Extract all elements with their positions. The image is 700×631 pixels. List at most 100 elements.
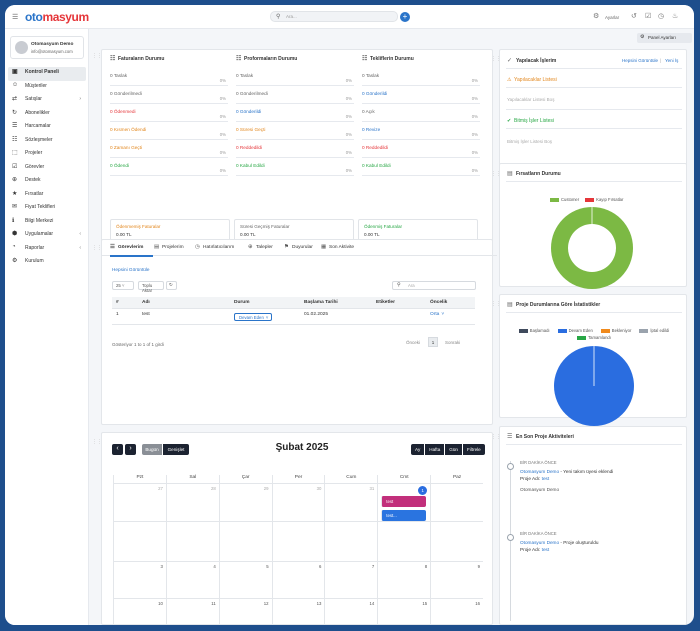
- page-size-select[interactable]: 25 ˅: [112, 281, 134, 290]
- calendar-day[interactable]: 8: [377, 562, 430, 598]
- calendar-today-button[interactable]: Bugün: [142, 444, 162, 455]
- calendar-day[interactable]: 15: [377, 599, 430, 624]
- table-row[interactable]: 1 test Devam Eden ˅ 01.02.2025 Orta ˅: [112, 309, 475, 325]
- calendar-view-button[interactable]: Ay: [411, 444, 425, 455]
- calendar-day[interactable]: 12: [218, 599, 272, 624]
- sidebar-item[interactable]: ★ Fırsatlar: [8, 189, 86, 203]
- legend-item[interactable]: Devam Eden: [557, 327, 593, 334]
- legend-item[interactable]: Tamamlandı: [577, 334, 611, 341]
- finance-status-row[interactable]: 0 Kabul Edildi 0%: [236, 158, 354, 176]
- activity-user-link[interactable]: Otomasyum Demo: [520, 540, 560, 545]
- calendar-day[interactable]: 3: [113, 562, 166, 598]
- drag-handle-icon[interactable]: ⋮⋮: [92, 245, 102, 251]
- legend-item[interactable]: İptal edildi: [639, 327, 669, 334]
- tab[interactable]: ◷ Hatırlatıcılarım: [195, 244, 234, 250]
- sidebar-item[interactable]: ☷ Sözleşmeler: [8, 135, 86, 149]
- sidebar-item[interactable]: ⬚ Projeler: [8, 148, 86, 162]
- finance-status-row[interactable]: 0 Revize 0%: [362, 122, 480, 140]
- finance-status-row[interactable]: 0 Süresi Geçti 0%: [236, 122, 354, 140]
- settings-label[interactable]: Ayarlar: [605, 15, 620, 20]
- drag-handle-icon[interactable]: ⋮⋮: [491, 301, 501, 307]
- quick-add-button[interactable]: +: [400, 12, 410, 22]
- calendar-day[interactable]: [324, 522, 377, 561]
- drag-handle-icon[interactable]: ⋮⋮: [491, 171, 501, 177]
- finance-status-row[interactable]: 0 Gönderilmedi 0%: [236, 86, 354, 104]
- summary-box[interactable]: Ödenmemiş Faturalar 0.00 TL: [110, 219, 230, 241]
- column-header[interactable]: Durum: [234, 300, 250, 305]
- sidebar-item[interactable]: ◔ Raporlar ‹: [8, 243, 86, 257]
- search-input[interactable]: ⚲ Ara...: [270, 11, 398, 22]
- column-header[interactable]: Başlama Tarihi: [304, 300, 338, 305]
- calendar-day[interactable]: [113, 522, 166, 561]
- column-header[interactable]: #: [116, 300, 119, 305]
- tab[interactable]: ⚑ Duyurular: [284, 244, 313, 250]
- column-header[interactable]: Etiketler: [376, 300, 395, 305]
- finance-status-row[interactable]: 0 Ödenmedi 0%: [110, 104, 228, 122]
- finance-status-row[interactable]: 0 Taslak 0%: [362, 68, 480, 86]
- legend-item[interactable]: Customer: [550, 197, 579, 202]
- finance-status-row[interactable]: 0 Taslak 0%: [110, 68, 228, 86]
- current-page-button[interactable]: 1: [428, 337, 438, 347]
- column-header[interactable]: Adı: [142, 300, 150, 305]
- finance-status-row[interactable]: 0 Kabul Edildi 0%: [362, 158, 480, 176]
- project-link[interactable]: test: [541, 547, 550, 552]
- tasks-search-input[interactable]: ⚲ Ara: [392, 281, 476, 290]
- bulk-export-button[interactable]: Toplu Aktar: [138, 281, 164, 293]
- legend-item[interactable]: Başlamadı: [518, 327, 550, 334]
- calendar-view-button[interactable]: Gün: [445, 444, 462, 455]
- tab[interactable]: ▦ Son Aktivite: [321, 244, 354, 250]
- tab[interactable]: ▤ Projelerim: [154, 244, 184, 250]
- calendar-day[interactable]: 29: [218, 484, 272, 521]
- calendar-view-button[interactable]: Filtrele: [462, 444, 485, 455]
- finance-status-row[interactable]: 0 Kısmen Ödendi 0%: [110, 122, 228, 140]
- finance-status-row[interactable]: 0 Reddedildi 0%: [362, 140, 480, 158]
- calendar-day[interactable]: [218, 522, 272, 561]
- finance-status-row[interactable]: 0 Gönderildi 0%: [236, 104, 354, 122]
- calendar-day[interactable]: 31: [324, 484, 377, 521]
- finance-status-row[interactable]: 0 Zamanı Geçti 0%: [110, 140, 228, 158]
- gear-icon[interactable]: ⚙: [593, 13, 600, 20]
- menu-toggle-icon[interactable]: ☰: [12, 14, 19, 21]
- calendar-day[interactable]: [430, 484, 483, 521]
- drag-handle-icon[interactable]: ⋮⋮: [92, 53, 102, 59]
- calendar-day[interactable]: 16: [430, 599, 483, 624]
- clock-icon[interactable]: ◷: [658, 13, 665, 20]
- calendar-prev-button[interactable]: ‹: [112, 444, 123, 455]
- calendar-next-button[interactable]: ›: [125, 444, 136, 455]
- tab[interactable]: ☰ Görevlerim: [110, 244, 143, 250]
- tasks-view-all-link[interactable]: Hepsini Görüntüle: [112, 267, 150, 272]
- prev-page-link[interactable]: Önceki: [406, 340, 421, 345]
- calendar-day[interactable]: 14: [324, 599, 377, 624]
- panel-settings-button[interactable]: ⚙ Panel Ayarları: [637, 33, 692, 43]
- drag-handle-icon[interactable]: ⋮⋮: [491, 56, 501, 62]
- sidebar-item[interactable]: ▣ Kontrol Paneli: [8, 67, 86, 81]
- sidebar-item[interactable]: ℹ Bilgi Merkezi: [8, 216, 86, 230]
- todo-view-all-link[interactable]: Hepsini Görüntüle: [622, 58, 659, 63]
- user-card[interactable]: Otomasyum Demo info@otomasyum.com: [10, 36, 84, 59]
- drag-handle-icon[interactable]: ⋮⋮: [92, 439, 102, 445]
- calendar-day[interactable]: [271, 522, 325, 561]
- sidebar-item[interactable]: ☺ Müşteriler: [8, 81, 86, 95]
- calendar-day[interactable]: 13: [271, 599, 325, 624]
- legend-item[interactable]: Kayıp Fırsatlar: [585, 197, 623, 202]
- calendar-day[interactable]: 6: [271, 562, 325, 598]
- finance-status-row[interactable]: 0 Gönderildi 0%: [362, 86, 480, 104]
- calendar-day[interactable]: 11: [165, 599, 219, 624]
- calendar-view-button[interactable]: Hafta: [425, 444, 445, 455]
- logo[interactable]: otomasyum: [25, 10, 89, 24]
- sidebar-item[interactable]: ✉ Fiyat Teklifleri: [8, 202, 86, 216]
- finance-status-row[interactable]: 0 Ödendi 0%: [110, 158, 228, 176]
- finance-status-row[interactable]: 0 Taslak 0%: [236, 68, 354, 86]
- calendar-day[interactable]: [430, 522, 483, 561]
- new-todo-link[interactable]: Yeni İş: [665, 58, 679, 63]
- calendar-day[interactable]: 7: [324, 562, 377, 598]
- finance-status-row[interactable]: 0 Reddedildi 0%: [236, 140, 354, 158]
- checklist-icon[interactable]: ☑: [645, 13, 652, 20]
- summary-box[interactable]: Süresi Geçmiş Faturalar 0.00 TL: [234, 219, 354, 241]
- summary-box[interactable]: Ödenmiş Faturalar 0.00 TL: [358, 219, 478, 241]
- project-link[interactable]: test: [541, 476, 550, 481]
- drag-handle-icon[interactable]: ⋮⋮: [491, 434, 501, 440]
- sidebar-item[interactable]: ↻ Abonelikler: [8, 108, 86, 122]
- calendar-day[interactable]: 30: [271, 484, 325, 521]
- finance-status-row[interactable]: 0 Gönderilmedi 0%: [110, 86, 228, 104]
